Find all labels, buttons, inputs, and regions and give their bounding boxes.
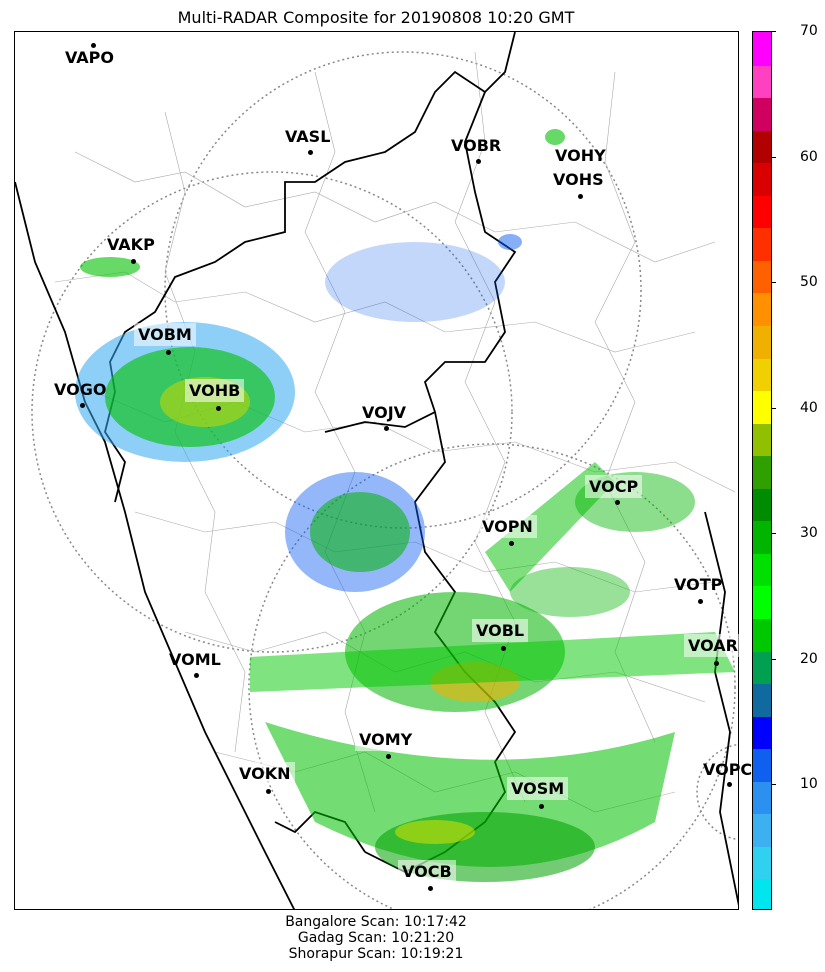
colorbar-tick xyxy=(772,282,776,284)
colorbar-segment xyxy=(753,845,771,880)
station-marker-vasl xyxy=(307,149,313,155)
station-label-vasl: VASL xyxy=(285,127,331,146)
western-coastline xyxy=(15,181,295,909)
station-marker-vopn xyxy=(508,540,514,546)
colorbar-tick xyxy=(772,658,776,660)
radar-map xyxy=(14,31,739,910)
station-marker-voml xyxy=(193,672,199,678)
colorbar-segment xyxy=(753,780,771,815)
colorbar-segment xyxy=(753,552,771,587)
station-label-vosm: VOSM xyxy=(507,777,569,800)
station-label-vokn: VOKN xyxy=(235,762,295,785)
colorbar-segment xyxy=(753,357,771,392)
range-ring-bangalore xyxy=(248,443,736,909)
colorbar-tick-label: 20 xyxy=(800,650,818,667)
colorbar-segment xyxy=(753,618,771,652)
footer-bangalore-scan: Bangalore Scan: 10:17:42 xyxy=(285,914,467,930)
colorbar-segment xyxy=(753,64,771,99)
station-label-vakp: VAKP xyxy=(107,235,155,254)
station-label-vopc: VOPC xyxy=(703,760,753,779)
station-marker-vobr xyxy=(475,158,481,164)
colorbar-tick xyxy=(772,156,776,158)
colorbar-segment xyxy=(753,259,771,294)
station-label-voar: VOAR xyxy=(684,634,742,657)
colorbar-segment xyxy=(753,292,771,326)
range-ring-pondicherry xyxy=(696,743,738,841)
colorbar-tick xyxy=(772,533,776,535)
colorbar-segment xyxy=(753,455,771,489)
station-marker-vohs xyxy=(577,193,583,199)
reflectivity-colorbar xyxy=(752,31,772,910)
colorbar-segment xyxy=(753,194,771,229)
colorbar-segment xyxy=(753,715,771,750)
station-label-vobm: VOBM xyxy=(134,323,196,346)
station-marker-vomy xyxy=(385,753,391,759)
station-marker-voar xyxy=(713,660,719,666)
station-label-voml: VOML xyxy=(169,650,221,669)
radar-echoes xyxy=(75,129,735,882)
map-title: Multi-RADAR Composite for 20190808 10:20… xyxy=(177,8,575,27)
station-label-votp: VOTP xyxy=(674,575,723,594)
colorbar-segment xyxy=(753,325,771,359)
colorbar-segment xyxy=(753,97,771,131)
station-marker-vohb xyxy=(215,405,221,411)
station-label-vapo: VAPO xyxy=(65,48,115,67)
station-label-vopn: VOPN xyxy=(478,515,537,538)
range-ring-gadag xyxy=(31,171,513,653)
station-marker-votp xyxy=(697,598,703,604)
footer-shorapur-scan: Shorapur Scan: 10:19:21 xyxy=(288,946,464,962)
station-marker-vakp xyxy=(130,258,136,264)
station-label-vocp: VOCP xyxy=(585,475,643,498)
colorbar-segment xyxy=(753,422,771,457)
colorbar-segment xyxy=(753,683,771,717)
colorbar-segment xyxy=(753,650,771,685)
station-marker-vobm xyxy=(165,349,171,355)
station-marker-vopc xyxy=(726,781,732,787)
radar-range-rings xyxy=(31,51,738,909)
station-label-vohy: VOHY xyxy=(555,146,606,165)
colorbar-tick xyxy=(772,784,776,786)
footer-gadag-scan: Gadag Scan: 10:21:20 xyxy=(297,930,455,946)
colorbar-tick-label: 70 xyxy=(800,23,818,39)
station-label-vomy: VOMY xyxy=(355,728,417,751)
colorbar-tick xyxy=(772,407,776,409)
station-label-vohb: VOHB xyxy=(185,379,245,402)
colorbar-segment xyxy=(753,813,771,847)
colorbar-tick-label: 10 xyxy=(800,776,818,793)
colorbar-tick-label: 40 xyxy=(800,399,818,416)
colorbar-segment xyxy=(753,32,771,66)
telangana-border xyxy=(324,91,517,433)
colorbar-segment xyxy=(753,585,771,619)
east-coastline xyxy=(704,511,738,906)
station-marker-vokn xyxy=(265,788,271,794)
station-marker-vojv xyxy=(383,425,389,431)
station-label-vogo: VOGO xyxy=(54,380,107,399)
map-background xyxy=(15,32,738,909)
colorbar-tick-label: 30 xyxy=(800,525,818,542)
station-marker-vapo xyxy=(90,42,96,48)
colorbar-tick-label: 50 xyxy=(800,274,818,291)
station-marker-vobl xyxy=(500,645,506,651)
colorbar-segment xyxy=(753,162,771,196)
colorbar-segment xyxy=(753,390,771,424)
station-label-vocb: VOCB xyxy=(398,860,456,883)
colorbar-tick-label: 60 xyxy=(800,148,818,165)
station-marker-vogo xyxy=(79,402,85,408)
station-label-vojv: VOJV xyxy=(362,403,407,422)
colorbar-segment xyxy=(753,227,771,261)
station-marker-vocb xyxy=(427,885,433,891)
station-label-vohs: VOHS xyxy=(553,170,604,189)
station-marker-vosm xyxy=(538,803,544,809)
station-label-vobl: VOBL xyxy=(472,619,529,642)
station-label-vobr: VOBR xyxy=(451,136,502,155)
colorbar-segment xyxy=(753,878,771,909)
range-ring-shorapur xyxy=(164,51,642,529)
colorbar-segment xyxy=(753,520,771,554)
colorbar-segment xyxy=(753,129,771,164)
colorbar-segment xyxy=(753,487,771,522)
station-marker-vocp xyxy=(614,499,620,505)
colorbar-segment xyxy=(753,748,771,782)
colorbar-tick xyxy=(772,31,776,32)
